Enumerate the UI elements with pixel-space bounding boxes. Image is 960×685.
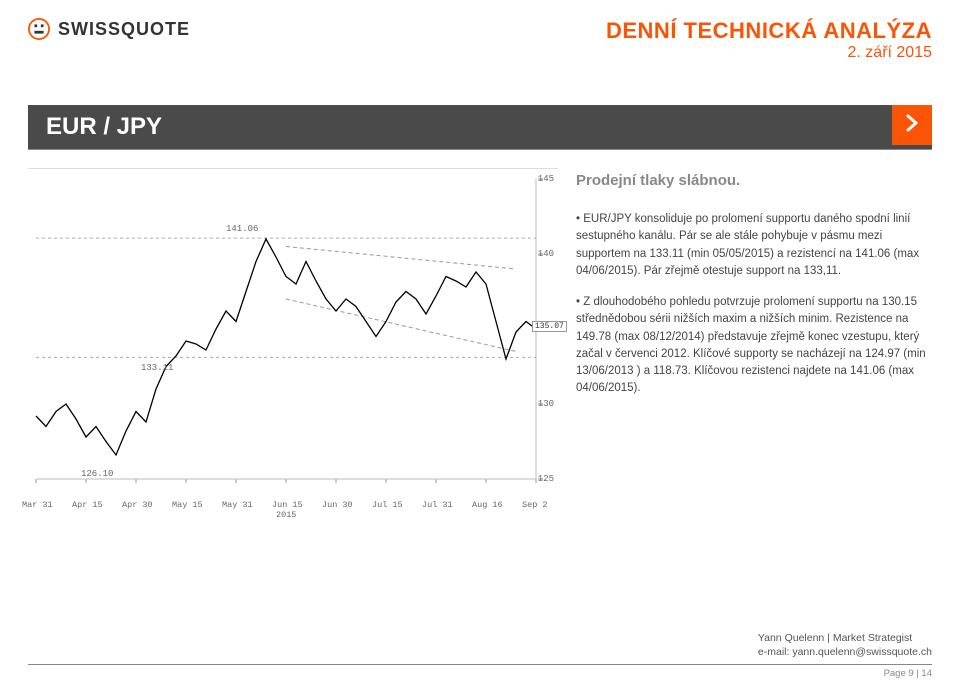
next-arrow-button[interactable]: [892, 105, 932, 145]
chart-xtick-label: Aug 16: [472, 500, 503, 510]
arrow-right-icon: [902, 113, 922, 138]
chart-xtick-label: Jun 30: [322, 500, 353, 510]
price-chart: 125130135140145Mar 31Apr 15Apr 30May 15M…: [28, 168, 558, 498]
analysis-column: Prodejní tlaky slábnou. • EUR/JPY konsol…: [576, 168, 932, 498]
paragraph-2: • Z dlouhodobého pohledu potvrzuje prolo…: [576, 294, 932, 398]
pair-bar-container: EUR / JPY: [28, 105, 932, 150]
author-email: e-mail: yann.quelenn@swissquote.ch: [758, 645, 932, 660]
header: SWISSQUOTE DENNÍ TECHNICKÁ ANALÝZA 2. zá…: [0, 0, 960, 70]
chart-xtick-label: Sep 2: [522, 500, 548, 510]
chart-ytick-label: 125: [538, 474, 554, 484]
author-footer: Yann Quelenn | Market Strategist e-mail:…: [758, 631, 932, 660]
header-right: DENNÍ TECHNICKÁ ANALÝZA 2. září 2015: [606, 18, 932, 62]
currency-pair-label: EUR / JPY: [46, 113, 162, 140]
brand-logo: SWISSQUOTE: [28, 18, 190, 40]
footer-divider: [28, 664, 932, 665]
chart-xtick-label: May 31: [222, 500, 253, 510]
chart-ytick-label: 145: [538, 174, 554, 184]
chart-xtick-label: Jul 31: [422, 500, 453, 510]
page-number: Page 9 | 14: [884, 668, 932, 679]
chart-annotation-label: 141.06: [226, 224, 258, 234]
author-name: Yann Quelenn | Market Strategist: [758, 631, 932, 646]
chart-ytick-label: 130: [538, 399, 554, 409]
chart-xtick-label: Apr 15: [72, 500, 103, 510]
document-title: DENNÍ TECHNICKÁ ANALÝZA: [606, 18, 932, 44]
currency-pair-bar: EUR / JPY: [28, 105, 932, 150]
document-date: 2. září 2015: [606, 44, 932, 62]
brand-name: SWISSQUOTE: [58, 19, 190, 40]
chart-xtick-label: Apr 30: [122, 500, 153, 510]
chart-xtick-label: Jul 15: [372, 500, 403, 510]
chart-svg: [28, 169, 558, 489]
chart-xtick-label: Jun 15: [272, 500, 303, 510]
paragraph-1: • EUR/JPY konsoliduje po prolomení suppo…: [576, 211, 932, 280]
chart-annotation-label: 126.10: [81, 469, 113, 479]
headline: Prodejní tlaky slábnou.: [576, 172, 932, 189]
swissquote-logo-icon: [28, 18, 50, 40]
chart-ytick-label: 140: [538, 249, 554, 259]
chart-year-label: 2015: [276, 510, 296, 520]
chart-price-box-label: 135.07: [532, 321, 567, 332]
chart-xtick-label: May 15: [172, 500, 203, 510]
main-content: 125130135140145Mar 31Apr 15Apr 30May 15M…: [0, 150, 960, 498]
chart-xtick-label: Mar 31: [22, 500, 53, 510]
chart-column: 125130135140145Mar 31Apr 15Apr 30May 15M…: [28, 168, 558, 498]
chart-annotation-label: 133.11: [141, 363, 173, 373]
